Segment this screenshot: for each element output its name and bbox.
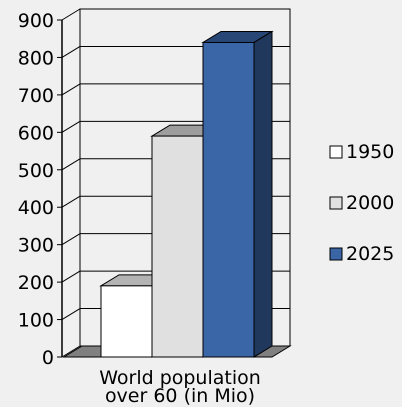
bars — [99, 30, 274, 358]
gridline-depth — [61, 233, 81, 246]
legend-item-2000: 2000 — [329, 192, 394, 214]
legend-item-2025: 2025 — [329, 243, 394, 265]
gridline-depth — [61, 83, 81, 96]
bar-front-face — [202, 41, 255, 358]
gridline-depth — [61, 46, 81, 58]
gridline-depth — [61, 345, 81, 358]
y-tick-label: 700 — [18, 85, 54, 107]
legend-swatch — [329, 145, 343, 159]
legend-label: 1950 — [346, 141, 394, 163]
y-tick-label: 900 — [18, 10, 54, 32]
bar-front-face — [151, 135, 204, 358]
y-tick-label: 0 — [42, 347, 54, 369]
y-tick-label: 600 — [18, 122, 54, 144]
legend-swatch — [329, 196, 343, 210]
legend: 1950 2000 2025 — [329, 141, 394, 265]
y-tick-label: 400 — [18, 197, 54, 219]
legend-swatch — [329, 247, 343, 261]
legend-label: 2025 — [346, 243, 394, 265]
y-tick-label: 300 — [18, 235, 54, 257]
legend-item-1950: 1950 — [329, 141, 394, 163]
bar-front-face — [100, 285, 153, 358]
gridline-depth — [61, 120, 81, 133]
gridline-depth — [61, 195, 81, 208]
category-label: over 60 (in Mio) — [105, 385, 255, 407]
gridline-depth — [61, 308, 81, 320]
gridline-depth — [61, 8, 81, 21]
y-tick-label: 800 — [18, 47, 54, 69]
y-tick-labels: 0 100 200 300 400 500 600 700 800 900 — [18, 10, 54, 369]
gridline-depth — [61, 158, 81, 171]
category-label: World population — [99, 367, 261, 389]
gridline-depth — [61, 270, 81, 283]
bar-side-face — [253, 30, 273, 358]
bar-2025 — [201, 30, 274, 358]
y-tick-label: 100 — [18, 310, 54, 332]
legend-label: 2000 — [346, 192, 394, 214]
y-axis — [57, 19, 63, 358]
y-tick-label: 200 — [18, 272, 54, 294]
y-tick-label: 500 — [18, 160, 54, 182]
